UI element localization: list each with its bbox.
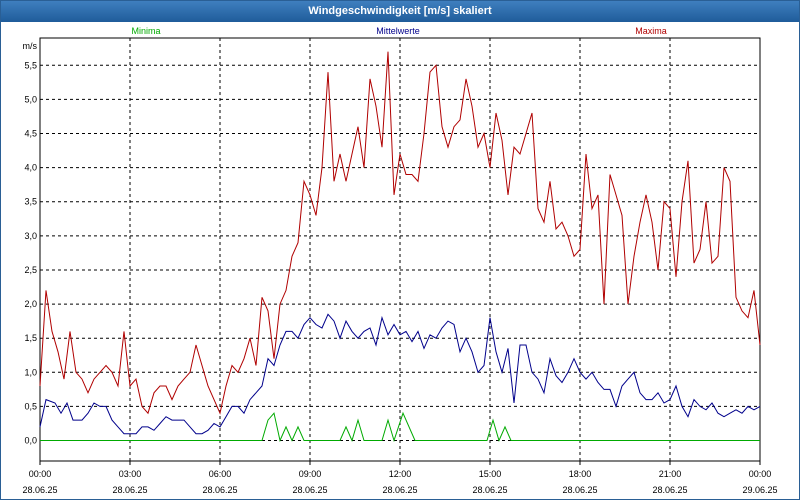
y-tick-label: 4,5 bbox=[24, 129, 37, 139]
y-tick-label: 3,5 bbox=[24, 197, 37, 207]
x-tick-date: 28.06.25 bbox=[562, 485, 597, 495]
y-tick-label: 0,5 bbox=[24, 401, 37, 411]
legend-maxima: Maxima bbox=[635, 26, 667, 36]
x-tick-time: 06:00 bbox=[209, 469, 232, 479]
series-line-minima bbox=[40, 411, 760, 443]
y-tick-label: 1,5 bbox=[24, 333, 37, 343]
y-axis-unit: m/s bbox=[23, 41, 38, 51]
y-tick-label: 3,0 bbox=[24, 231, 37, 241]
legend-minima: Minima bbox=[131, 26, 160, 36]
x-tick-time: 00:00 bbox=[29, 469, 52, 479]
x-tick-date: 28.06.25 bbox=[202, 485, 237, 495]
y-tick-label: 1,0 bbox=[24, 367, 37, 377]
x-tick-date: 28.06.25 bbox=[652, 485, 687, 495]
x-tick-date: 28.06.25 bbox=[382, 485, 417, 495]
x-tick-time: 18:00 bbox=[569, 469, 592, 479]
x-tick-date: 28.06.25 bbox=[22, 485, 57, 495]
x-tick-time: 00:00 bbox=[749, 469, 772, 479]
y-tick-label: 5,5 bbox=[24, 60, 37, 70]
x-tick-time: 09:00 bbox=[299, 469, 322, 479]
x-tick-time: 03:00 bbox=[119, 469, 142, 479]
legend-mittelwerte: Mittelwerte bbox=[376, 26, 420, 36]
y-tick-label: 4,0 bbox=[24, 163, 37, 173]
x-tick-date: 28.06.25 bbox=[112, 485, 147, 495]
window-title: Windgeschwindigkeit [m/s] skaliert bbox=[1, 1, 799, 22]
x-tick-date: 28.06.25 bbox=[472, 485, 507, 495]
x-tick-time: 12:00 bbox=[389, 469, 412, 479]
series-line-maxima bbox=[39, 51, 761, 415]
x-tick-date: 29.06.25 bbox=[742, 485, 777, 495]
y-tick-label: 5,0 bbox=[24, 94, 37, 104]
x-tick-date: 28.06.25 bbox=[292, 485, 327, 495]
y-tick-label: 2,0 bbox=[24, 299, 37, 309]
y-tick-label: 2,5 bbox=[24, 265, 37, 275]
series-line-mittelwerte bbox=[39, 313, 761, 435]
x-tick-time: 15:00 bbox=[479, 469, 502, 479]
x-tick-time: 21:00 bbox=[659, 469, 682, 479]
y-tick-label: 0,0 bbox=[24, 436, 37, 446]
